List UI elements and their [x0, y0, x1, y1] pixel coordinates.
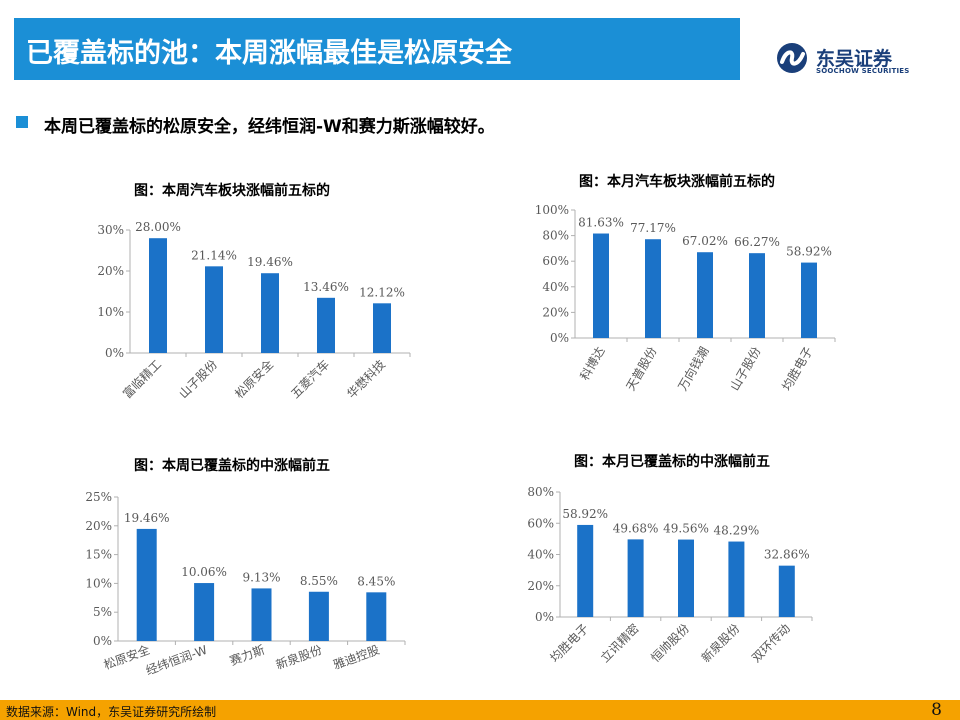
data-label: 81.63% [578, 216, 624, 230]
chart-4-title: 图：本月已覆盖标的中涨幅前五 [574, 454, 770, 470]
y-tick-label: 0% [105, 346, 124, 360]
y-tick-label: 20% [527, 579, 554, 593]
y-tick-label: 40% [542, 280, 569, 294]
bar [749, 253, 765, 338]
bullet-square-icon [16, 116, 28, 128]
y-tick-label: 20% [97, 264, 124, 278]
bar [149, 238, 167, 353]
page-title: 已覆盖标的池：本周涨幅最佳是松原安全 [26, 38, 512, 69]
y-tick-label: 60% [542, 254, 569, 268]
chart-2-title: 图：本月汽车板块涨幅前五标的 [579, 174, 775, 190]
y-tick-label: 20% [542, 305, 569, 319]
y-tick-label: 80% [542, 229, 569, 243]
y-tick-label: 30% [97, 223, 124, 237]
y-tick-label: 0% [93, 634, 112, 648]
bar [678, 539, 694, 617]
bar [801, 262, 817, 338]
data-label: 13.46% [303, 280, 349, 294]
title-bar: 已覆盖标的池：本周涨幅最佳是松原安全 [14, 18, 740, 80]
y-tick-label: 5% [93, 605, 112, 619]
chart-3-title: 图：本周已覆盖标的中涨幅前五 [134, 458, 330, 474]
data-label: 10.06% [181, 565, 227, 579]
bar [627, 539, 644, 617]
data-label: 49.56% [663, 522, 709, 536]
category-label: 新泉股份 [698, 621, 743, 666]
y-tick-label: 10% [85, 576, 112, 590]
summary-bullet: 本周已覆盖标的松原安全，经纬恒润-W和赛力斯涨幅较好。 [44, 117, 495, 137]
data-label: 19.46% [124, 511, 170, 525]
bar [593, 233, 609, 338]
bar [697, 252, 713, 338]
y-tick-label: 20% [85, 519, 112, 533]
bar [205, 266, 223, 353]
bar [577, 524, 594, 617]
data-label: 21.14% [191, 248, 237, 262]
footer-bar: 数据来源：Wind，东吴证券研究所绘制 8 [0, 700, 960, 720]
bar [778, 565, 795, 617]
data-label: 28.00% [135, 220, 181, 234]
y-tick-label: 15% [85, 548, 112, 562]
logo-text-cn: 东吴证券 [816, 48, 893, 70]
y-tick-label: 40% [527, 548, 554, 562]
bar [261, 273, 279, 353]
logo-text-en: SOOCHOW SECURITIES [816, 67, 910, 75]
y-tick-label: 0% [550, 331, 569, 345]
data-label: 66.27% [734, 235, 780, 249]
bar [373, 303, 391, 353]
page-number: 8 [931, 700, 942, 720]
y-tick-label: 25% [85, 490, 112, 504]
data-label: 9.13% [242, 570, 280, 584]
category-label: 双环传动 [748, 621, 793, 666]
category-label: 恒帅股份 [648, 621, 692, 665]
data-label: 8.45% [357, 574, 395, 588]
chart-1-title: 图：本周汽车板块涨幅前五标的 [134, 183, 330, 199]
data-label: 48.29% [714, 524, 760, 538]
bar [728, 541, 745, 617]
data-label: 32.86% [764, 548, 810, 562]
category-label: 均胜电子 [547, 621, 592, 666]
y-tick-label: 10% [97, 305, 124, 319]
bar [317, 297, 335, 353]
bar [136, 528, 157, 641]
category-label: 立讯精密 [597, 621, 642, 666]
y-tick-label: 80% [527, 485, 554, 499]
data-label: 77.17% [630, 221, 676, 235]
bar [645, 239, 661, 338]
bar [251, 588, 272, 641]
y-tick-label: 100% [535, 203, 569, 217]
data-label: 12.12% [359, 285, 405, 299]
y-tick-label: 0% [535, 610, 554, 624]
data-label: 19.46% [247, 255, 293, 269]
bar [308, 591, 329, 641]
logo-icon [777, 43, 807, 73]
data-label: 58.92% [786, 245, 832, 259]
data-label: 8.55% [300, 574, 338, 588]
data-source-note: 数据来源：Wind，东吴证券研究所绘制 [6, 705, 217, 719]
bar [366, 592, 387, 641]
data-label: 58.92% [562, 507, 608, 521]
data-label: 49.68% [613, 521, 659, 535]
data-label: 67.02% [682, 234, 728, 248]
brand-logo: 东吴证券 SOOCHOW SECURITIES [776, 40, 936, 80]
y-tick-label: 60% [527, 516, 554, 530]
bar [194, 583, 215, 641]
